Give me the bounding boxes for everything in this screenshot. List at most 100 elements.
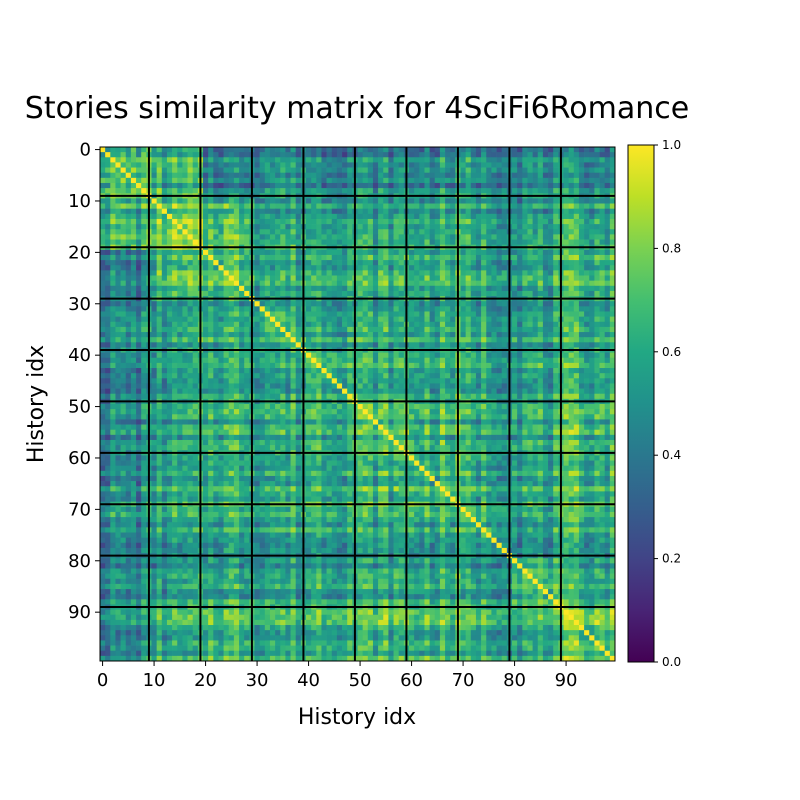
heatmap-cell [419,270,425,276]
heatmap-cell [275,368,281,374]
heatmap-cell [367,260,374,266]
heatmap-cell [244,254,250,261]
heatmap-cell [496,368,503,374]
heatmap-cell [589,157,595,163]
heatmap-cell [233,224,240,230]
heatmap-cell [378,152,384,158]
heatmap-cell [439,254,446,261]
heatmap-cell [445,316,451,323]
heatmap-cell [409,373,415,379]
heatmap-cell [501,249,508,256]
heatmap-cell [280,321,286,328]
heatmap-cell [450,285,456,292]
heatmap-cell [542,275,549,281]
heatmap-cell [450,290,456,297]
heatmap-cell [532,218,539,225]
heatmap-cell [486,157,492,163]
heatmap-cell [512,290,518,297]
heatmap-cell [203,321,209,328]
heatmap-cell [125,182,132,189]
heatmap-cell [589,213,595,220]
heatmap-cell [311,249,317,256]
heatmap-cell [130,301,137,307]
heatmap-cell [429,321,436,328]
heatmap-cell [336,362,343,369]
heatmap-cell [100,316,106,323]
heatmap-cell [393,172,400,179]
heatmap-cell [347,260,353,266]
heatmap-cell [264,239,271,246]
heatmap-cell [599,362,606,369]
heatmap-cell [280,290,286,297]
heatmap-cell [465,254,472,261]
heatmap-cell [604,177,611,184]
heatmap-cell [192,383,199,389]
heatmap-cell [429,270,436,276]
heatmap-cell [578,393,585,400]
heatmap-cell [393,188,400,194]
heatmap-cell [342,321,348,328]
heatmap-cell [563,352,569,359]
heatmap-cell [331,383,338,389]
heatmap-cell [269,177,276,184]
heatmap-cell [275,188,281,194]
heatmap-cell [187,393,194,400]
heatmap-cell [424,254,430,261]
heatmap-cell [517,147,523,153]
heatmap-cell [522,316,528,323]
heatmap-cell [347,270,353,276]
heatmap-cell [537,342,544,348]
heatmap-cell [239,362,245,369]
heatmap-cell [316,280,322,287]
heatmap-cell [213,270,219,276]
heatmap-cell [568,224,575,230]
heatmap-cell [130,383,137,389]
heatmap-cell [295,388,302,395]
heatmap-cell [568,357,575,364]
heatmap-cell [563,260,569,266]
heatmap-cell [239,306,245,312]
heatmap-cell [429,234,436,240]
heatmap-cell [223,208,230,215]
heatmap-cell [527,147,533,153]
heatmap-cell [486,326,492,333]
heatmap-cell [172,378,178,384]
heatmap-cell [429,290,436,297]
heatmap-cell [542,213,549,220]
heatmap-cell [486,368,492,374]
heatmap-cell [105,332,111,338]
heatmap-cell [548,249,554,256]
heatmap-cell [264,306,271,312]
heatmap-cell [527,393,533,400]
heatmap-cell [141,321,147,328]
heatmap-cell [187,249,194,256]
heatmap-cell [290,157,297,163]
heatmap-cell [450,352,456,359]
heatmap-cell [239,275,245,281]
heatmap-cell [141,147,147,153]
heatmap-cell [367,157,374,163]
heatmap-cell [357,342,363,348]
heatmap-cell [532,368,539,374]
heatmap-cell [290,147,297,153]
heatmap-cell [192,352,199,359]
heatmap-cell [429,198,436,204]
heatmap-cell [419,342,425,348]
heatmap-cell [450,270,456,276]
heatmap-cell [239,393,245,400]
heatmap-cell [393,254,400,261]
heatmap-cell [367,254,374,261]
heatmap-cell [486,290,492,297]
heatmap-cell [393,249,400,256]
heatmap-cell [306,388,312,395]
heatmap-cell [336,357,343,364]
heatmap-cell [275,270,281,276]
heatmap-cell [470,167,477,174]
heatmap-cell [553,229,559,235]
heatmap-cell [568,352,575,359]
heatmap-cell [573,172,580,179]
heatmap-cell [192,265,199,271]
heatmap-cell [280,203,286,210]
heatmap-cell [409,383,415,389]
heatmap-cell [475,383,482,389]
